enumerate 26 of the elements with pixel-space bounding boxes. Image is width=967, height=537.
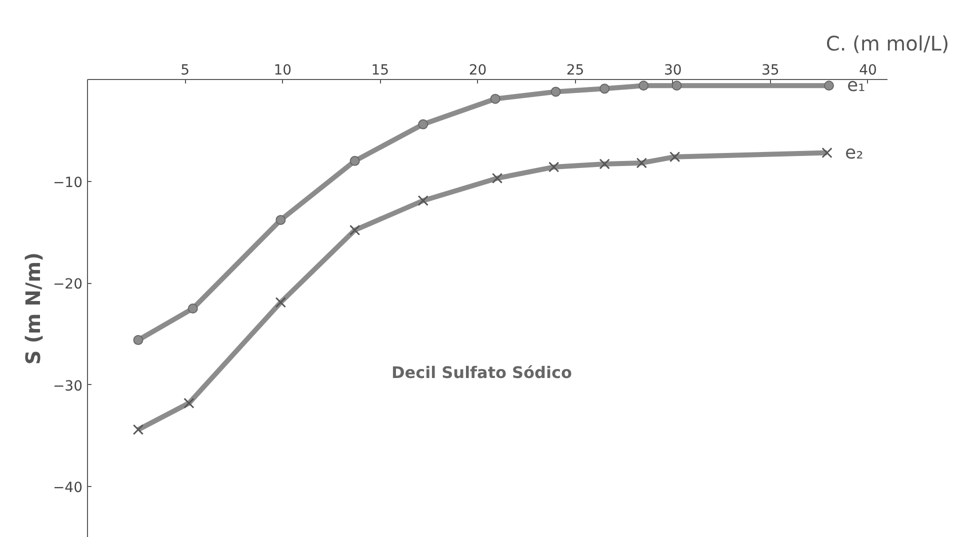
point	[600, 84, 610, 94]
point	[133, 335, 144, 346]
series-label: e₂	[845, 142, 864, 164]
y-tick-label: −20	[52, 276, 82, 293]
point	[490, 94, 500, 104]
point	[418, 119, 428, 130]
point	[824, 80, 834, 91]
x-tick-label: 35	[762, 62, 780, 78]
y-tick-label: −40	[52, 480, 82, 496]
y-axis-title: S (m N/m)	[20, 252, 45, 365]
point	[188, 304, 198, 314]
point	[276, 214, 286, 225]
annotation: Decil Sulfato Sódico	[392, 362, 572, 382]
x-tick-label: 25	[566, 62, 584, 78]
x-tick-label: 10	[274, 62, 292, 78]
x-axis-title: C. (m mol/L)	[826, 32, 950, 56]
point	[672, 80, 682, 91]
x-tick-label: 30	[664, 62, 682, 78]
y-tick-label: −30	[52, 378, 82, 394]
point	[638, 80, 649, 91]
y-tick-label: −10	[52, 174, 82, 191]
x-tick-label: 5	[180, 62, 190, 78]
point	[350, 156, 360, 166]
point	[550, 86, 561, 97]
x-tick-label: 20	[468, 62, 487, 78]
x-tick-label: 15	[371, 62, 390, 78]
